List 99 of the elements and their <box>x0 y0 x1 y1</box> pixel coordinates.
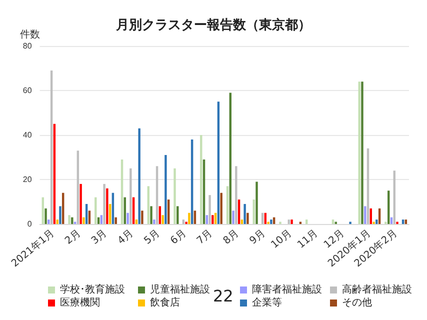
text: 22 <box>213 286 234 306</box>
bar <box>240 220 244 224</box>
bar <box>364 206 366 224</box>
bar <box>76 150 80 224</box>
bar <box>176 206 179 224</box>
y-tick-label: 0 <box>27 220 32 228</box>
bar <box>162 215 164 224</box>
x-tick-label: 2月 <box>63 228 83 247</box>
bar <box>252 200 255 224</box>
bar <box>190 139 194 224</box>
bar <box>71 217 74 224</box>
bar <box>246 212 249 224</box>
bar <box>404 220 408 224</box>
bar <box>100 215 103 224</box>
x-tick-label: 3月 <box>90 228 110 247</box>
bar <box>85 204 88 224</box>
bar <box>138 128 140 224</box>
bar <box>202 159 206 224</box>
bar <box>208 195 211 224</box>
bar <box>158 206 162 224</box>
legend-label: 飲食店 <box>150 296 180 308</box>
bar <box>393 170 396 224</box>
y-tick-label: 20 <box>22 175 32 184</box>
legend-label: 高齢者福祉施設 <box>342 284 412 296</box>
bar <box>220 192 222 224</box>
bar <box>150 206 152 224</box>
bar <box>358 82 360 224</box>
bar <box>126 212 129 224</box>
legend-label: 企業等 <box>252 296 282 308</box>
x-tick-label: 5月 <box>142 228 162 247</box>
bar <box>103 184 106 224</box>
bar <box>153 220 156 224</box>
bar <box>80 184 82 224</box>
x-tick-label: 10月 <box>269 228 294 251</box>
bar <box>232 210 234 224</box>
x-tick-label: 7月 <box>195 228 215 247</box>
y-tick-label: 80 <box>22 42 32 50</box>
bar <box>378 208 381 224</box>
bar <box>270 220 272 224</box>
bar <box>141 210 144 224</box>
bar <box>182 220 185 224</box>
x-tick-label: 9月 <box>248 228 268 247</box>
legend-label: 医療機関 <box>60 296 100 308</box>
bar <box>332 220 334 224</box>
x-tick-label: 4月 <box>116 228 136 247</box>
legend-label: 児童福祉施設 <box>150 284 210 296</box>
bar <box>402 220 404 224</box>
bar <box>229 92 232 224</box>
bar <box>212 215 214 224</box>
y-tick-label: 40 <box>22 130 32 140</box>
bar <box>370 208 372 224</box>
bar <box>235 166 238 224</box>
bar <box>366 148 370 224</box>
bar <box>226 186 229 224</box>
x-tick-label: 8月 <box>222 228 242 247</box>
bar <box>188 212 190 224</box>
bar <box>130 168 132 224</box>
bar <box>164 155 167 224</box>
bar <box>194 210 196 224</box>
bar <box>290 220 293 224</box>
legend-label: その他 <box>342 296 372 308</box>
bar <box>387 190 390 224</box>
bar <box>56 220 58 224</box>
bar <box>156 166 158 224</box>
legend-label: 学校･教育施設 <box>60 284 125 296</box>
bar <box>108 204 112 224</box>
bar <box>167 200 170 224</box>
bar <box>106 188 108 224</box>
bar <box>120 159 124 224</box>
bar <box>361 82 364 224</box>
bar <box>288 220 290 224</box>
bar <box>174 168 176 224</box>
bar <box>135 220 138 224</box>
bar <box>238 200 240 224</box>
bar <box>44 208 47 224</box>
y-axis-title: 件数 <box>20 30 40 40</box>
bar <box>59 206 62 224</box>
bar <box>217 102 220 224</box>
bar <box>68 215 70 224</box>
bar <box>114 217 117 224</box>
bar <box>112 192 114 224</box>
x-tick-label: 6月 <box>168 228 188 247</box>
bar <box>53 124 56 224</box>
bar <box>305 220 308 224</box>
bar <box>62 192 64 224</box>
legend-label: 障害者福祉施設 <box>252 284 322 296</box>
y-tick-label: 60 <box>22 86 32 95</box>
bar <box>376 220 378 224</box>
bar <box>256 182 258 224</box>
bar <box>200 135 202 224</box>
bar <box>50 70 53 224</box>
bar <box>48 220 50 224</box>
chart-title: 月別クラスター報告数（東京都） <box>115 17 311 33</box>
bar <box>82 217 85 224</box>
bar <box>244 204 246 224</box>
bar <box>206 215 208 224</box>
x-tick-label: 11月 <box>296 228 320 251</box>
bar <box>88 210 91 224</box>
bar <box>147 186 150 224</box>
